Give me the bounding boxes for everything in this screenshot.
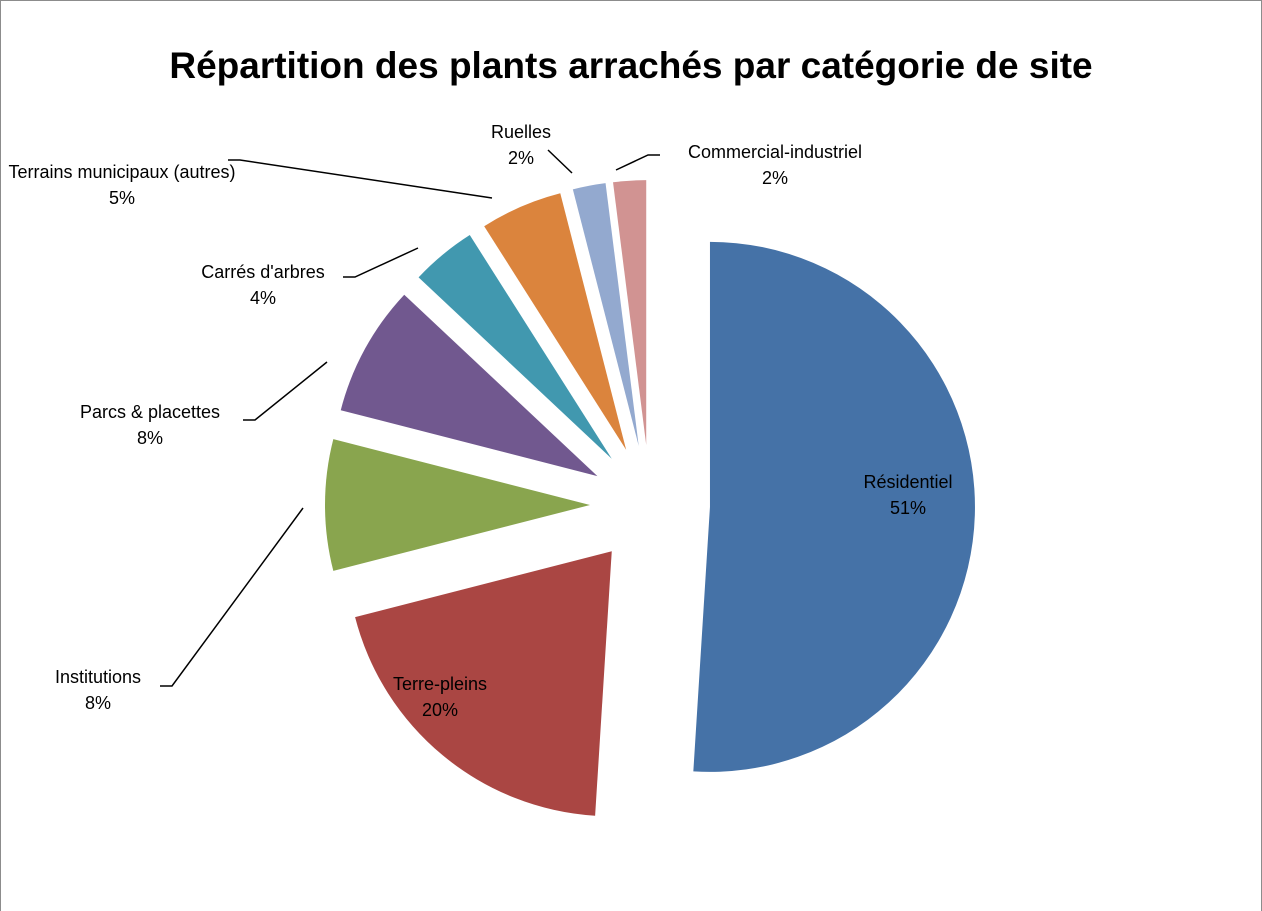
pie-slice: [572, 183, 639, 447]
pie-slice: [355, 551, 612, 816]
data-label: Ruelles 2%: [371, 119, 671, 171]
data-label-name: Carrés d'arbres: [201, 262, 325, 282]
data-label: Institutions 8%: [0, 664, 248, 716]
leader-line: [228, 159, 493, 199]
data-label: Terre-pleins 20%: [290, 671, 590, 723]
data-label-name: Terrains municipaux (autres): [8, 162, 236, 182]
data-label-value: 51%: [889, 498, 927, 518]
data-label-value: 4%: [249, 288, 276, 308]
data-label-name: Résidentiel: [863, 472, 953, 492]
data-label-name: Terre-pleins: [392, 674, 488, 694]
data-label: Parcs & placettes 8%: [0, 399, 300, 451]
data-label-value: 8%: [84, 693, 111, 713]
data-label-value: 8%: [136, 428, 163, 448]
data-label: Résidentiel 51%: [758, 469, 1058, 521]
chart-title: Répartition des plants arrachés par caté…: [169, 45, 1093, 86]
pie-slice: [693, 241, 975, 772]
pie-slice: [484, 193, 627, 450]
leader-line: [343, 247, 419, 278]
data-label-value: 5%: [108, 188, 135, 208]
leader-line: [160, 507, 304, 687]
data-label-value: 2%: [761, 168, 788, 188]
leader-line: [615, 154, 660, 171]
pie-slice: [613, 180, 647, 446]
data-label-name: Institutions: [54, 667, 142, 687]
data-label: Terrains municipaux (autres) 5%: [7, 159, 237, 211]
data-label-name: Parcs & placettes: [79, 402, 221, 422]
data-label-name: Ruelles: [490, 122, 552, 142]
leader-line: [243, 361, 328, 421]
data-label-name: Commercial-industriel: [687, 142, 863, 162]
pie-slice: [340, 294, 598, 477]
data-label-value: 20%: [421, 700, 459, 720]
data-label: Carrés d'arbres 4%: [113, 259, 413, 311]
pie-slice: [418, 235, 612, 459]
data-label-value: 2%: [507, 148, 534, 168]
pie-slice: [325, 439, 590, 571]
data-label: Commercial-industriel 2%: [625, 139, 925, 191]
leader-line: [547, 149, 573, 174]
